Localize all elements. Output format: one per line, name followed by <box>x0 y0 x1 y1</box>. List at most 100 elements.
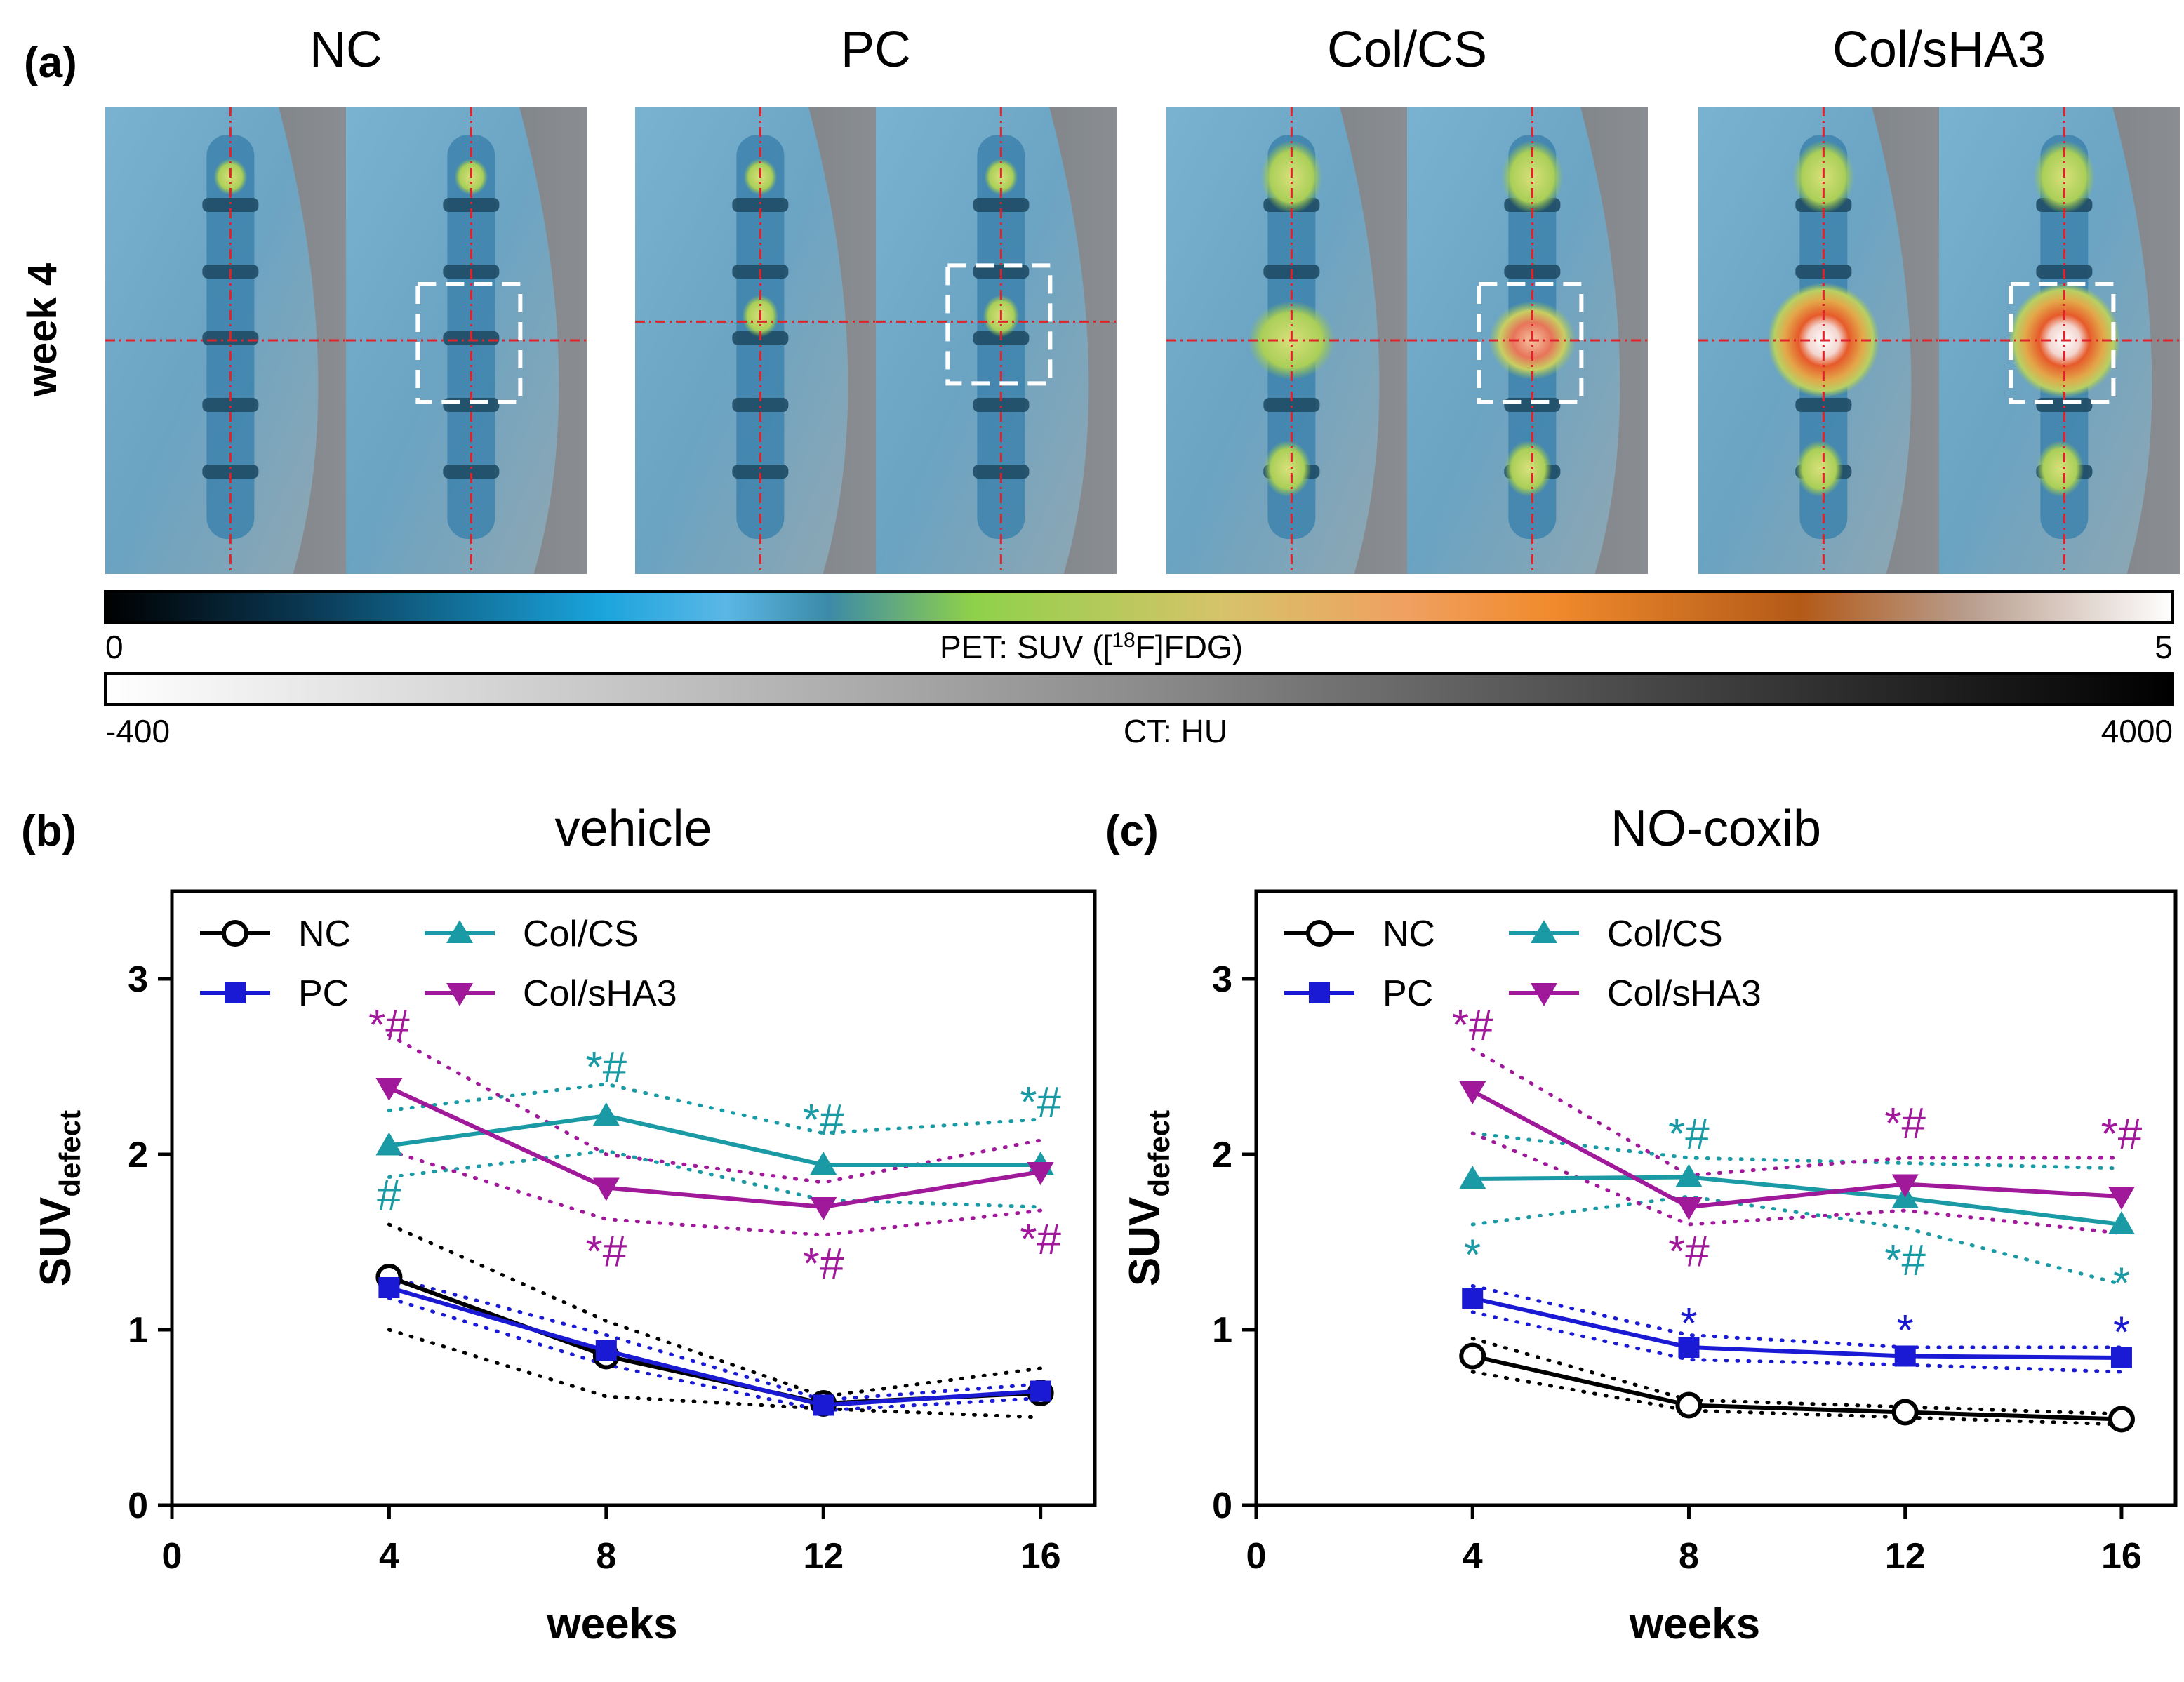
series-line-group-col-cs <box>1459 1163 2135 1234</box>
scan-panel-col-sha3: Col/sHA3 <box>1698 22 2180 574</box>
x-tick-label: 12 <box>1885 1536 1926 1577</box>
legend-label: PC <box>1383 973 1433 1014</box>
ci-band-upper <box>387 1082 1043 1135</box>
ci-band-upper <box>1470 1131 2124 1170</box>
vertebra-band <box>443 465 500 479</box>
significance-marker: * <box>1464 1232 1481 1280</box>
y-tick-label: 0 <box>1212 1486 1232 1526</box>
ci-band-upper <box>387 1275 1043 1402</box>
ci-band-upper <box>1470 1337 2124 1416</box>
scan-view-left <box>635 107 876 574</box>
y-tick-label: 3 <box>1212 959 1232 1000</box>
scan-view-right <box>1407 107 1648 574</box>
legend-label: PC <box>298 973 349 1014</box>
series-col-cs <box>387 1082 1043 1209</box>
data-point <box>592 1177 620 1201</box>
scan-view-left <box>105 107 346 574</box>
data-point <box>378 1277 400 1298</box>
data-point <box>1459 1166 1486 1189</box>
scan-view-right <box>346 107 587 574</box>
ci-band-lower <box>387 1149 1043 1237</box>
pet-colorbar-label: PET: SUV ([18F]FDG) <box>940 629 1243 665</box>
vertebra-band <box>202 398 259 412</box>
significance-marker: *# <box>2101 1110 2143 1159</box>
scan-panel-col-cs: Col/CS <box>1166 22 1648 574</box>
data-point <box>813 1394 834 1416</box>
legend-marker <box>225 982 246 1003</box>
significance-marker: # <box>377 1172 401 1220</box>
y-tick-label: 3 <box>128 959 148 1000</box>
ct-colorbar-min: -400 <box>105 713 170 749</box>
series-line-group-col-sha3 <box>1459 1081 2135 1220</box>
legend: NC PC Col/CS Col/sHA3 <box>200 914 677 1014</box>
data-point <box>375 1132 403 1156</box>
x-axis-label: weeks <box>1629 1600 1760 1648</box>
series-line-group-col-sha3 <box>375 1078 1054 1220</box>
vertebra-band <box>202 465 259 479</box>
legend-item-pc: PC <box>1284 973 1433 1014</box>
series-line-group-col-cs <box>375 1102 1054 1175</box>
vertebra-band <box>732 465 789 479</box>
ci-band-lower <box>1470 1310 2124 1374</box>
ct-colorbar-label: CT: HU <box>1124 713 1227 749</box>
panel-label: (c) <box>1105 807 1159 855</box>
vertebra-band <box>732 198 789 212</box>
data-point <box>1459 1342 1486 1370</box>
ci-band-upper <box>387 1033 1043 1184</box>
plot-frame <box>170 889 1097 1507</box>
data-point <box>2108 1406 2135 1433</box>
x-tick-label: 16 <box>1020 1536 1061 1577</box>
data-point <box>1894 1345 1916 1367</box>
scan-title-col-cs: Col/CS <box>1327 22 1487 78</box>
legend-label: NC <box>1383 914 1435 954</box>
ci-band-upper <box>1470 1047 2124 1177</box>
legend-item-nc: NC <box>200 914 351 954</box>
y-axis-label: SUVdefect <box>1121 1110 1176 1286</box>
data-point <box>1891 1399 1919 1426</box>
significance-marker: *# <box>1884 1100 1926 1148</box>
pet-colorbar-min: 0 <box>105 629 124 665</box>
scan-view-right <box>876 107 1117 574</box>
scan-panel-nc: NC <box>105 22 587 574</box>
y-tick-label: 1 <box>1212 1310 1232 1351</box>
x-axis-label: weeks <box>546 1600 677 1648</box>
data-point <box>1675 1391 1703 1419</box>
ci-band-lower <box>1470 1194 2124 1286</box>
data-point <box>2110 1347 2132 1368</box>
data-point <box>592 1102 620 1126</box>
pet-hotspot-small <box>1263 441 1312 497</box>
series-line <box>388 1086 1041 1210</box>
scan-title-pc: PC <box>841 22 911 78</box>
significance-marker: *# <box>1668 1110 1710 1159</box>
series-col-sha3 <box>1470 1047 2124 1235</box>
significance-marker: *# <box>1668 1228 1710 1276</box>
significance-marker: * <box>2113 1260 2130 1308</box>
scan-title-nc: NC <box>309 22 382 78</box>
significance-marker: *# <box>586 1043 627 1092</box>
data-point <box>810 1197 837 1220</box>
series-line-group-pc <box>1462 1288 2132 1368</box>
data-point <box>1678 1337 1700 1358</box>
legend-marker <box>446 983 473 1006</box>
significance-marker: *# <box>803 1096 844 1144</box>
pet-ct-image-row: NC PC Col/CS Col/sHA3 <box>105 22 2180 574</box>
legend: NC PC Col/CS Col/sHA3 <box>1284 914 1762 1014</box>
x-tick-label: 0 <box>162 1536 182 1577</box>
series-line <box>388 1275 1041 1406</box>
row-label-week: week 4 <box>20 263 65 397</box>
data-point <box>2108 1211 2135 1234</box>
data-point <box>1027 1162 1054 1185</box>
series-line <box>1472 1354 2122 1422</box>
series-nc <box>387 1222 1043 1420</box>
legend-item-pc: PC <box>200 973 349 1014</box>
x-tick-label: 4 <box>379 1536 399 1577</box>
significance-marker: * <box>1897 1307 1914 1355</box>
legend-item-col-sha3: Col/sHA3 <box>425 973 677 1014</box>
series-line-group-nc <box>1459 1342 2135 1433</box>
data-point <box>1891 1174 1919 1198</box>
significance-marker: * <box>1680 1300 1697 1348</box>
vertebra-band <box>443 198 500 212</box>
legend-item-nc: NC <box>1284 914 1435 954</box>
